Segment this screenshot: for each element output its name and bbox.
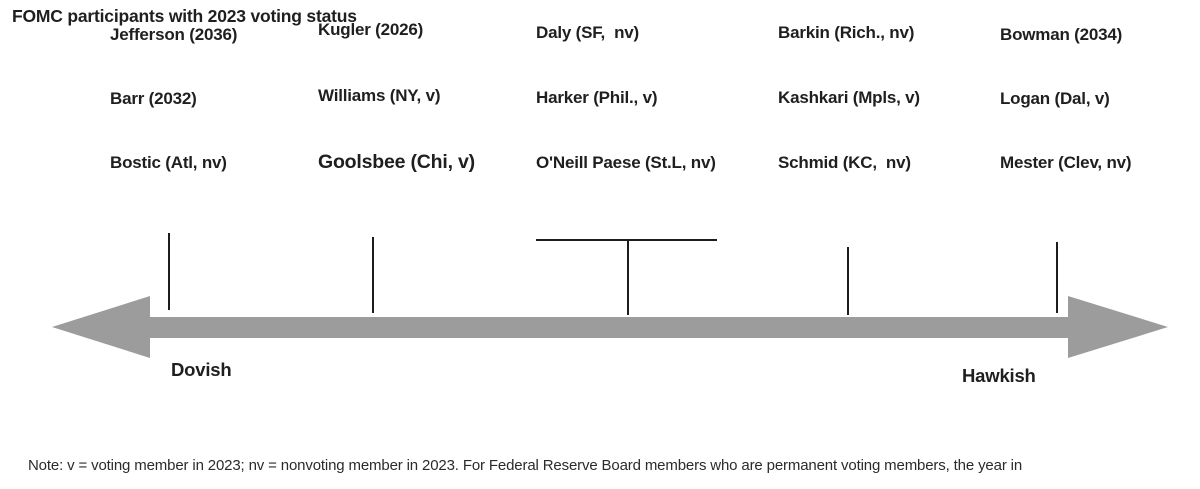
tick-center bbox=[627, 240, 629, 315]
participant-group-most-hawkish: Bowman (2034) Logan (Dal, v) Mester (Cle… bbox=[1000, 0, 1132, 215]
participant: Jefferson (2036) bbox=[110, 25, 238, 44]
tick-most-dovish bbox=[168, 233, 170, 310]
participant: Daly (SF, nv) bbox=[536, 23, 640, 42]
participant: Barr (2032) bbox=[110, 89, 197, 108]
participant: Harker (Phil., v) bbox=[536, 88, 658, 107]
participant-group-most-dovish: Jefferson (2036) Barr (2032) Bostic (Atl… bbox=[110, 0, 237, 215]
tick-most-hawkish bbox=[1056, 242, 1058, 313]
participant: Goolsbee (Chi, v) bbox=[318, 151, 475, 173]
participant-group-center: Powell (2028) Collins (Boston, nv) Daly … bbox=[536, 0, 716, 215]
participant-group-dovish: Cook (2024) Kugler (2026) Williams (NY, … bbox=[318, 0, 475, 215]
participant: O'Neill Paese (St.L, nv) bbox=[536, 153, 716, 172]
tick-hawkish bbox=[847, 247, 849, 315]
spectrum-arrow-shape bbox=[52, 296, 1168, 358]
participant: Kugler (2026) bbox=[318, 20, 424, 39]
participant: Bowman (2034) bbox=[1000, 25, 1123, 44]
tick-dovish bbox=[372, 237, 374, 313]
page-title: FOMC participants with 2023 voting statu… bbox=[12, 6, 357, 26]
participant-group-hawkish: Waller (2030) Barkin (Rich., nv) Kashkar… bbox=[778, 0, 920, 215]
participant: Mester (Clev, nv) bbox=[1000, 153, 1132, 172]
footnote: Note: v = voting member in 2023; nv = no… bbox=[28, 413, 1022, 489]
participant: Kashkari (Mpls, v) bbox=[778, 88, 920, 107]
footnote-line-1: Note: v = voting member in 2023; nv = no… bbox=[28, 457, 1023, 474]
tick-center-crossbar bbox=[536, 239, 717, 241]
participant: Schmid (KC, nv) bbox=[778, 153, 911, 172]
participant: Williams (NY, v) bbox=[318, 86, 441, 105]
dovish-label: Dovish bbox=[171, 359, 232, 380]
participant: Logan (Dal, v) bbox=[1000, 89, 1110, 108]
hawkish-label: Hawkish bbox=[962, 365, 1036, 386]
participant: Bostic (Atl, nv) bbox=[110, 153, 227, 172]
participant: Barkin (Rich., nv) bbox=[778, 23, 915, 42]
